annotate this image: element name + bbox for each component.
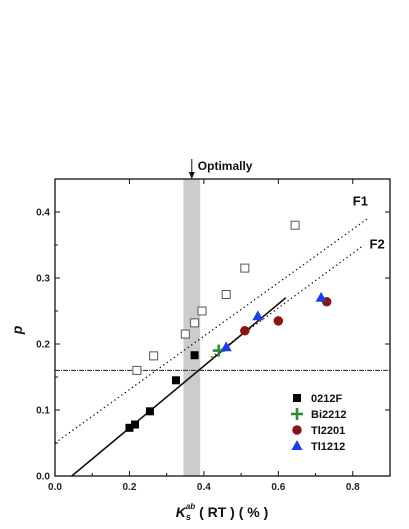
- x-tick-label: 0.8: [346, 482, 360, 493]
- fit-line-label-f2: F2: [370, 236, 385, 251]
- optimally-arrow-head: [188, 172, 195, 179]
- point-tl2201-1: [273, 316, 284, 326]
- y-tick-label: 0.0: [36, 472, 50, 483]
- y-tick-label: 0.1: [36, 406, 50, 417]
- y-tick-label: 0.4: [36, 208, 50, 219]
- x-tick-label: 0.2: [122, 482, 136, 493]
- point-open-square-1: [149, 351, 159, 361]
- point-open-square-0: [132, 365, 142, 375]
- point-0212f-3: [171, 376, 180, 385]
- x-tick-label: 0.0: [48, 482, 62, 493]
- fit-line-label-f1: F1: [353, 193, 368, 208]
- legend-marker-tl2201: [292, 425, 302, 435]
- legend-marker-0212f: [293, 394, 301, 402]
- point-0212f-0: [125, 423, 134, 432]
- y-tick-label: 0.3: [36, 274, 50, 285]
- point-0212f-2: [145, 407, 154, 416]
- legend-label-tl1212: Tl1212: [311, 441, 345, 453]
- plot-frame: [54, 178, 391, 477]
- point-open-square-4: [197, 306, 207, 316]
- fit-line-f2: [210, 244, 365, 358]
- y-tick-label: 0.2: [36, 340, 50, 351]
- x-tick-label: 0.4: [197, 482, 211, 493]
- x-axis-title-subscript: s: [186, 512, 191, 522]
- point-tl1212-2: [315, 291, 327, 302]
- x-tick-label: 0.6: [271, 482, 285, 493]
- legend-marker-bi2212: [291, 408, 303, 420]
- point-0212f-1: [131, 420, 140, 429]
- optimal-doping-band: [183, 179, 201, 476]
- point-open-square-6: [240, 263, 250, 273]
- point-tl2201-0: [240, 326, 250, 336]
- point-tl1212-1: [252, 310, 264, 321]
- fit-line-solid: [71, 297, 287, 476]
- legend: 0212F Bi2212 Tl2201 Tl1212: [291, 393, 346, 453]
- legend-marker-tl1212: [291, 440, 303, 450]
- point-tl1212-0: [220, 341, 232, 352]
- legend-label-bi2212: Bi2212: [311, 409, 346, 421]
- point-open-square-7: [290, 220, 300, 230]
- point-open-square-2: [180, 329, 190, 339]
- point-open-square-3: [190, 318, 200, 328]
- point-open-square-5: [221, 290, 231, 299]
- optimally-label: Optimally: [198, 159, 253, 173]
- y-axis-title: p: [9, 325, 25, 335]
- x-axis-title: Ksab ( RT ) ( % ): [176, 502, 269, 522]
- point-0212f-4: [190, 351, 199, 360]
- legend-label-tl2201: Tl2201: [311, 425, 345, 437]
- legend-label-0212f: 0212F: [311, 393, 342, 405]
- x-axis-title-symbol: K: [176, 504, 187, 520]
- x-axis-title-rest: ( RT ) ( % ): [195, 504, 268, 520]
- x-axis-title-superscript: ab: [186, 502, 195, 511]
